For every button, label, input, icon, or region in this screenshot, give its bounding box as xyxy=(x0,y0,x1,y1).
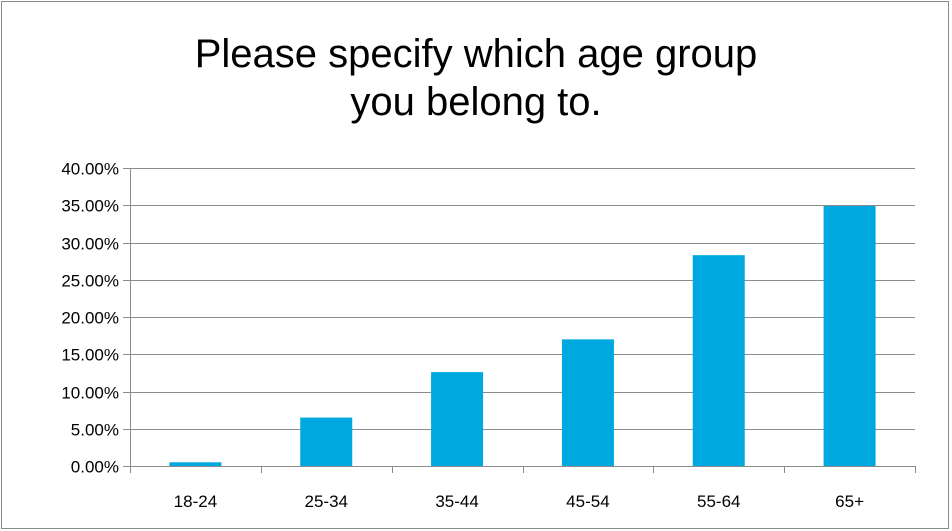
y-tick-label: 35.00% xyxy=(61,197,119,216)
x-tick-label: 35-44 xyxy=(435,492,478,511)
bars xyxy=(169,205,876,466)
y-tick-label: 5.00% xyxy=(71,421,119,440)
x-tick-label: 25-34 xyxy=(305,492,348,511)
x-axis-ticks: 18-24 25-34 35-44 45-54 55-64 65+ xyxy=(130,466,916,511)
x-tick-label: 65+ xyxy=(835,492,864,511)
bar-25-34 xyxy=(300,417,353,466)
y-tick-label: 15.00% xyxy=(61,346,119,365)
y-tick-label: 25.00% xyxy=(61,272,119,291)
y-axis-ticks: 0.00% 5.00% 10.00% 15.00% 20.00% 25.00% 30.00%… xyxy=(61,160,130,477)
y-tick-label: 10.00% xyxy=(61,384,119,403)
x-tick-label: 55-64 xyxy=(697,492,740,511)
x-tick-label: 45-54 xyxy=(566,492,609,511)
gridlines xyxy=(130,168,915,430)
bar-35-44 xyxy=(431,372,484,466)
bar-18-24 xyxy=(169,462,222,466)
chart-title: Please specify which age group you belon… xyxy=(194,32,758,124)
x-tick-label: 18-24 xyxy=(174,492,217,511)
y-tick-label: 40.00% xyxy=(61,160,119,179)
bar-65+ xyxy=(823,205,876,466)
y-tick-label: 0.00% xyxy=(71,458,119,477)
bar-55-64 xyxy=(692,255,745,466)
y-tick-label: 20.00% xyxy=(61,309,119,328)
bar-45-54 xyxy=(561,339,614,466)
y-tick-label: 30.00% xyxy=(61,235,119,254)
